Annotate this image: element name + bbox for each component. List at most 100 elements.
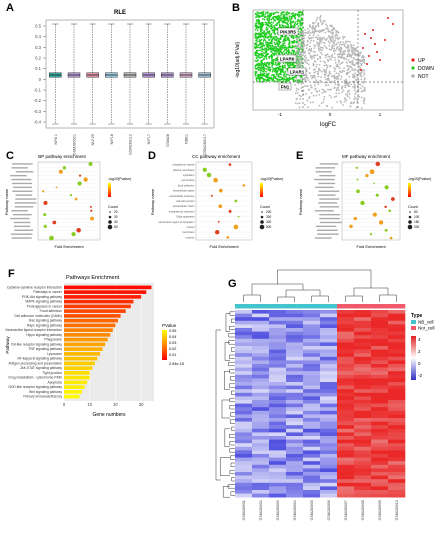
heatmap-cell	[286, 414, 304, 419]
row-dendrogram-link	[230, 491, 235, 496]
not-point	[306, 59, 309, 62]
heatmap-cell	[320, 432, 338, 437]
pathway-labels: Cytokine-cytokine receptor interactionPa…	[5, 285, 63, 398]
volcano-x-label: logFC	[320, 122, 337, 128]
not-point	[304, 61, 307, 64]
not-point	[299, 47, 302, 50]
down-point	[292, 12, 294, 15]
row-dendrogram-link	[231, 426, 235, 431]
heatmap-cell	[337, 428, 355, 433]
not-point	[306, 85, 309, 87]
not-point	[345, 61, 348, 64]
rle-sample-label: NIF18	[110, 134, 114, 144]
down-point	[296, 22, 299, 25]
not-point	[332, 31, 334, 34]
pathway-term: cytoplasm	[183, 173, 195, 177]
down-point	[263, 72, 266, 75]
heatmap-cell	[388, 324, 406, 329]
heatmap-cell	[286, 410, 304, 415]
not-point	[308, 67, 311, 70]
not-point	[295, 78, 297, 80]
heatmap-cell	[252, 367, 270, 372]
not-point	[357, 88, 360, 91]
not-point	[357, 79, 360, 81]
heatmap-cell	[235, 353, 253, 358]
not-point	[302, 44, 305, 46]
down-point	[268, 57, 271, 59]
down-point	[258, 12, 261, 15]
rle-sample-label: GSM28	[166, 134, 170, 147]
type-bar-segment	[320, 304, 338, 309]
not-point	[307, 79, 310, 82]
down-point	[268, 44, 270, 47]
down-point	[264, 39, 267, 42]
down-point	[275, 49, 277, 52]
not-point	[344, 98, 347, 101]
heatmap-cell	[371, 374, 389, 379]
heatmap-cell	[371, 317, 389, 322]
pathway-bar	[64, 394, 80, 399]
row-dendrogram	[215, 311, 235, 498]
heatmap-legend: Type NB_cell Nor_cell 4 2 0 -2	[411, 313, 435, 380]
not-point	[360, 96, 363, 99]
not-point	[348, 55, 350, 58]
heatmap-cell	[252, 400, 270, 404]
heatmap-cell	[337, 360, 355, 365]
heatmap-cell	[269, 313, 287, 318]
down-point	[292, 14, 295, 17]
not-point	[363, 74, 365, 76]
pathway-bar-panel: Pathways Enrichment Cytokine-cytokine re…	[5, 275, 184, 418]
pathway-term: cytosol	[186, 225, 194, 229]
heatmap-cell	[388, 475, 406, 480]
down-point	[272, 69, 275, 72]
not-point	[355, 97, 358, 100]
heatmap-cell	[303, 364, 321, 368]
heatmap-cell	[252, 468, 270, 473]
size-legend-dot	[260, 215, 264, 219]
enrichment-dot	[226, 236, 230, 239]
heatmap-cell	[252, 414, 270, 419]
not-point	[353, 89, 356, 92]
down-point	[275, 17, 278, 20]
not-point	[340, 101, 343, 104]
down-point	[279, 49, 282, 52]
pathway-label: Lysosome	[47, 352, 62, 356]
not-point	[304, 34, 306, 37]
heatmap-cell	[269, 468, 287, 473]
heatmap-cell	[235, 436, 253, 440]
not-point	[306, 99, 309, 102]
heatmap-column-label: GSM280007	[344, 500, 348, 520]
heatmap-cell	[252, 389, 270, 394]
not-point	[304, 58, 306, 61]
not-point	[322, 29, 325, 32]
heatmap-cell	[286, 374, 304, 379]
heatmap-cell	[320, 450, 338, 455]
not-point	[324, 56, 327, 59]
heatmap-cell	[303, 320, 321, 325]
down-point	[269, 48, 272, 51]
heatmap-cell	[269, 443, 287, 448]
pathway-term-text	[11, 167, 28, 169]
not-point	[315, 66, 318, 68]
heatmap-cell	[303, 371, 321, 376]
not-point	[296, 57, 299, 59]
heatmap-cell	[354, 407, 372, 412]
down-point	[281, 44, 284, 47]
down-point	[261, 31, 264, 34]
down-point	[298, 13, 300, 15]
pvalue-ticks: 0.050.040.030.020.012.94e-15	[169, 329, 184, 366]
down-point	[293, 50, 296, 53]
heatmap-cell	[269, 454, 287, 458]
heatmap-cell	[388, 360, 406, 365]
pathway-label: Wnt signaling pathway	[29, 390, 62, 394]
not-point	[316, 63, 318, 66]
pvalue-tick-label: 0.05	[169, 329, 176, 333]
heatmap-cell	[252, 335, 270, 340]
pathway-label: Neuroactive ligand-receptor interaction	[5, 328, 62, 332]
down-point	[279, 36, 282, 39]
down-point	[292, 78, 295, 81]
heatmap-cell	[269, 490, 287, 494]
not-point	[324, 54, 327, 57]
heatmap-cell	[354, 364, 372, 368]
heatmap-cell	[320, 310, 338, 314]
